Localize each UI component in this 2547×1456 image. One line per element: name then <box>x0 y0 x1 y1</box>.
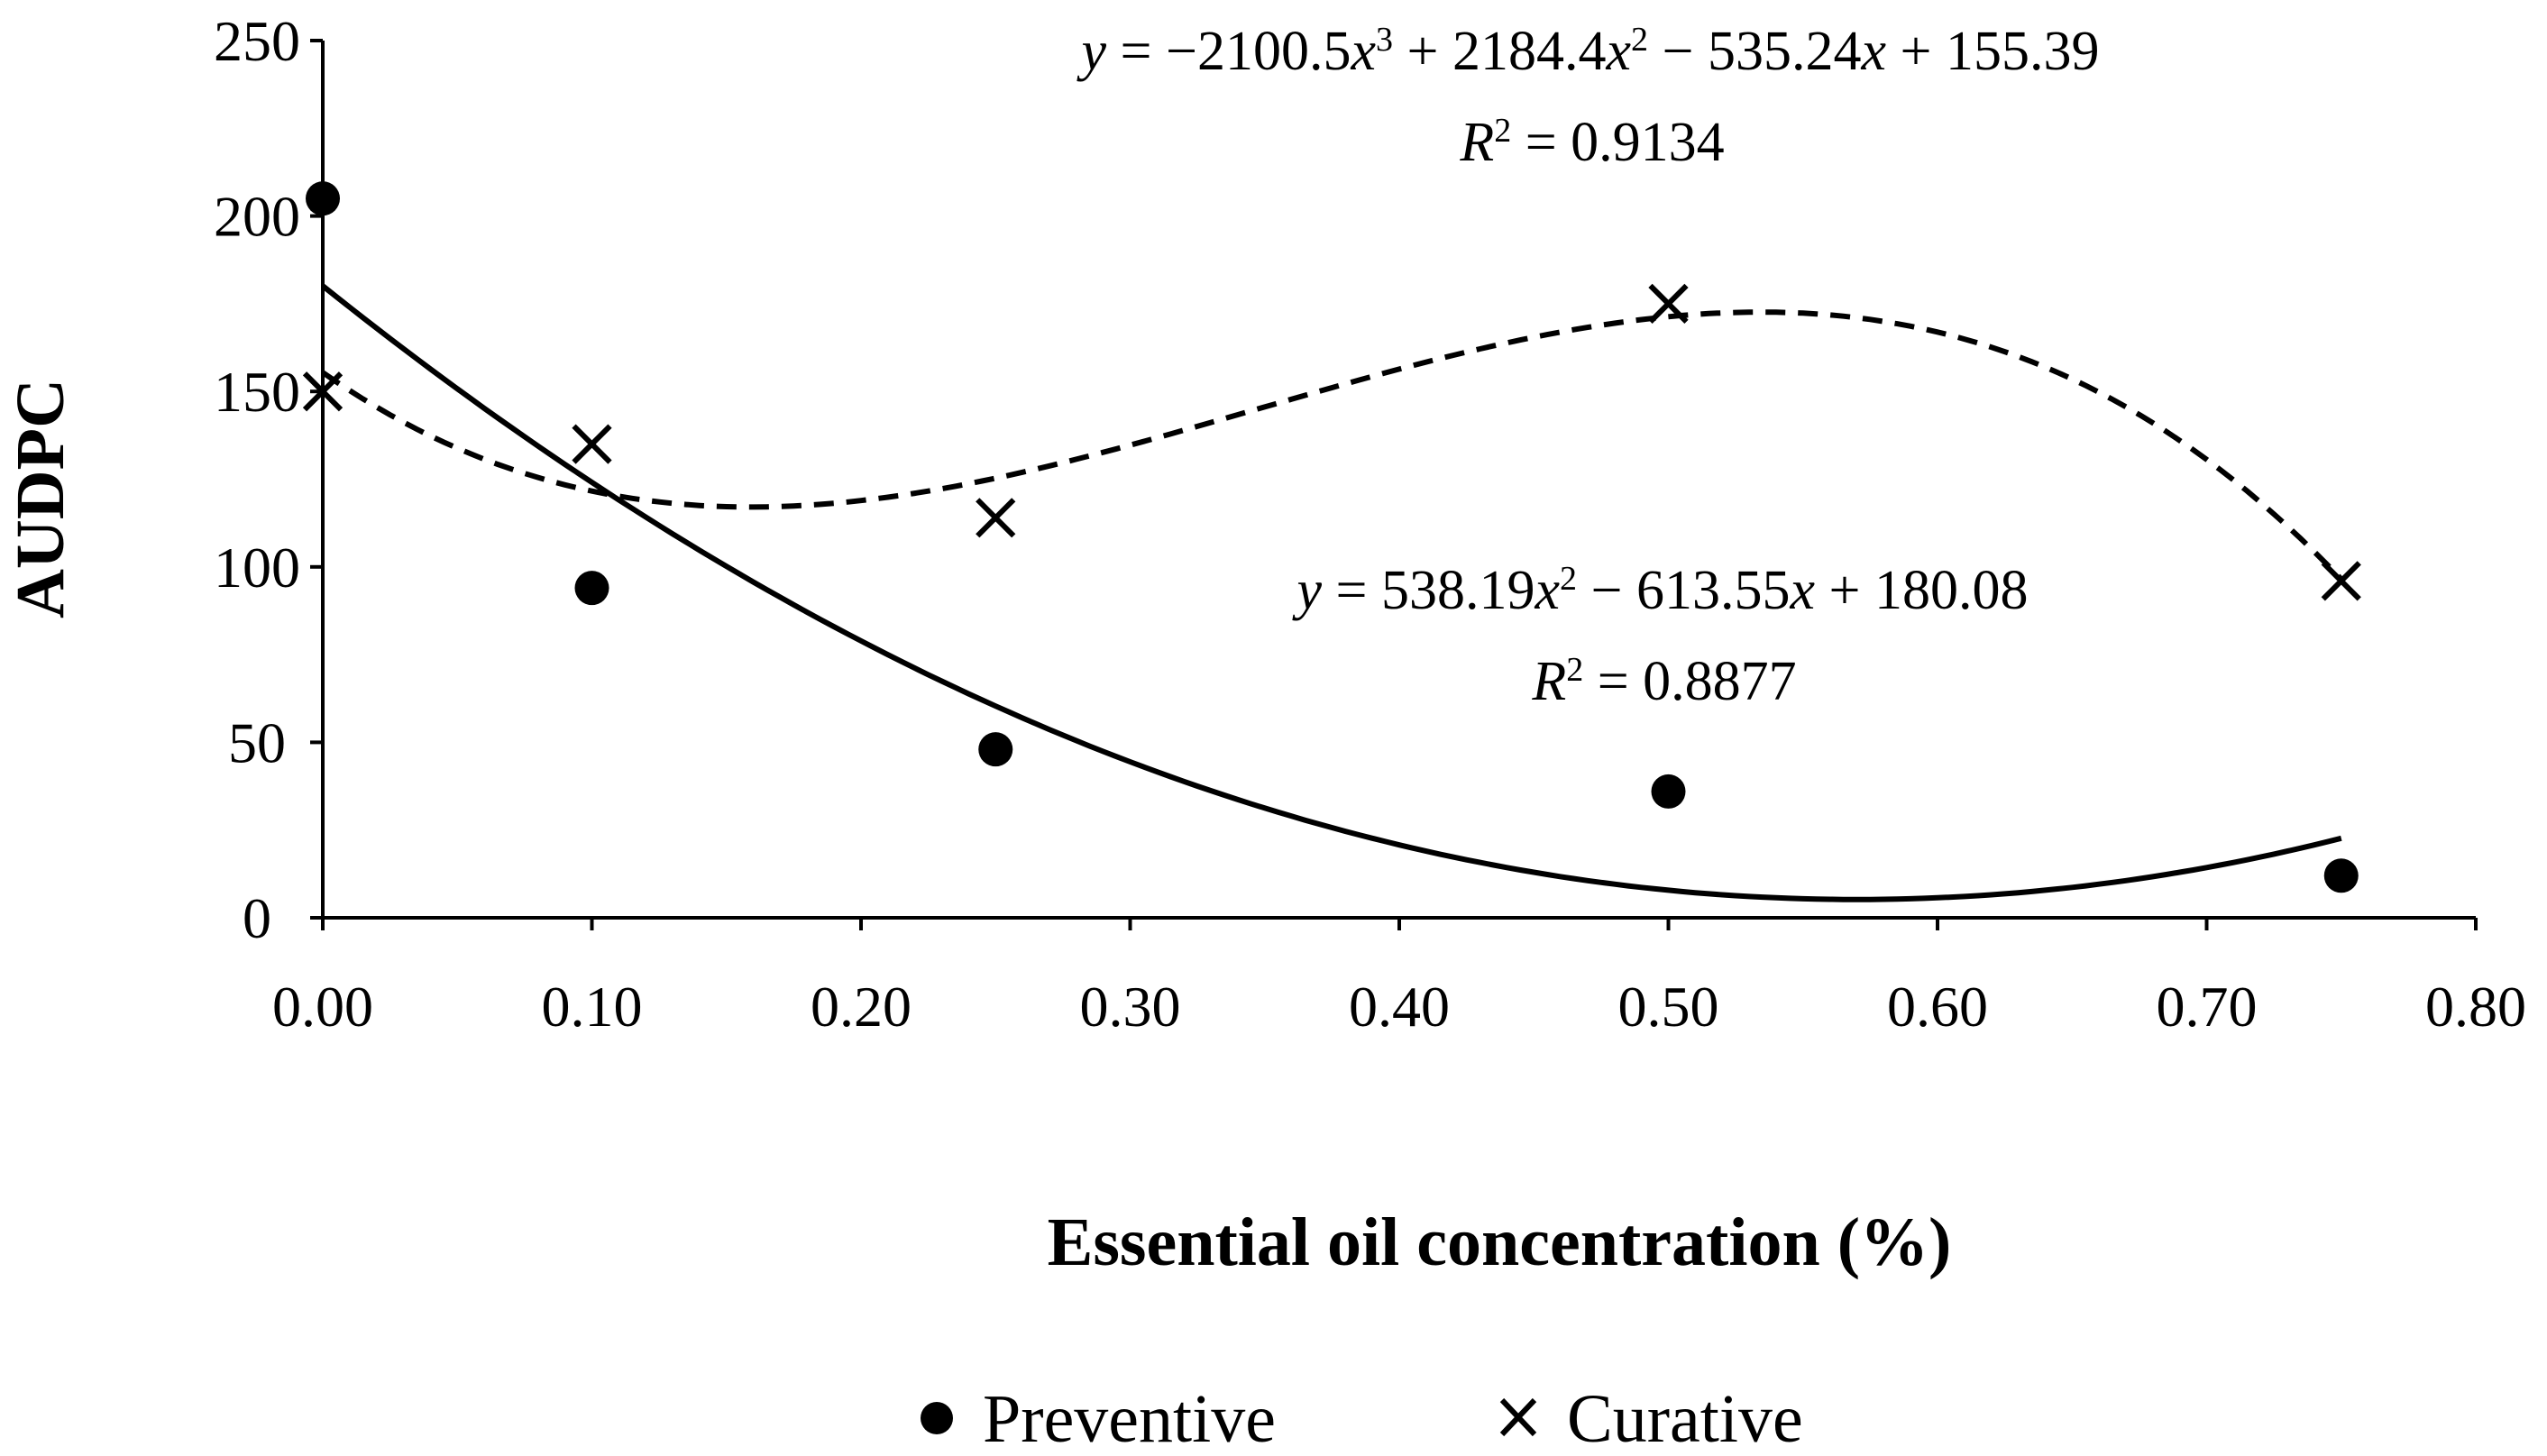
curative-point <box>976 498 1016 538</box>
legend-marker-curative <box>1499 1397 1537 1437</box>
preventive-point <box>2323 858 2359 893</box>
x-tick-label: 0.60 <box>1887 975 1988 1039</box>
preventive-trendline <box>321 283 2342 902</box>
legend-label-preventive: Preventive <box>983 1381 1276 1456</box>
y-tick-label: 100 <box>214 536 300 600</box>
curative-equation: y = −2100.5x3 + 2184.4x2 − 535.24x + 155… <box>1077 21 2100 82</box>
curative-point <box>572 424 612 464</box>
preventive-point <box>978 732 1013 767</box>
y-tick-label: 150 <box>214 360 300 424</box>
preventive-point <box>306 181 340 216</box>
preventive-equation: y = 538.19x2 − 613.55x + 180.08 <box>1292 560 2029 621</box>
x-tick-label: 0.10 <box>542 975 643 1039</box>
trendlines <box>321 283 2343 902</box>
x-axis-title: Essential oil concentration (%) <box>1048 1204 1952 1280</box>
y-tick-label: 50 <box>228 710 286 774</box>
x-tick-label: 0.00 <box>272 975 373 1039</box>
legend-label-curative: Curative <box>1567 1381 1803 1456</box>
preventive-equation-annotation: y = 538.19x2 − 613.55x + 180.08 R2 = 0.8… <box>1292 560 2029 712</box>
curative-point <box>2321 561 2361 601</box>
legend: Preventive Curative <box>921 1381 1803 1456</box>
x-tick-label: 0.40 <box>1349 975 1450 1039</box>
y-tick-label: 0 <box>243 886 271 950</box>
curative-r-squared: R2 = 0.9134 <box>1459 112 1724 173</box>
curative-trendline <box>321 309 2343 581</box>
curative-equation-annotation: y = −2100.5x3 + 2184.4x2 − 535.24x + 155… <box>1077 21 2100 173</box>
preventive-point <box>574 571 609 606</box>
x-tick-label: 0.20 <box>811 975 912 1039</box>
y-axis-title: AUDPC <box>3 379 78 618</box>
y-tick-label: 200 <box>214 185 300 249</box>
x-tick-label: 0.70 <box>2157 975 2258 1039</box>
curative-point <box>1648 283 1689 325</box>
curative-point <box>302 371 344 412</box>
points <box>302 181 2361 893</box>
x-tick-label: 0.50 <box>1618 975 1719 1039</box>
preventive-point <box>1651 774 1686 809</box>
legend-marker-preventive <box>921 1402 953 1434</box>
preventive-r-squared: R2 = 0.8877 <box>1531 651 1796 712</box>
x-tick-label: 0.30 <box>1080 975 1181 1039</box>
ticks: 0 50 100 150 200 250 0.00 0.10 0.20 0.30 0.40 0.50 0… <box>214 9 2526 1039</box>
y-tick-label: 250 <box>214 9 300 73</box>
x-tick-label: 0.80 <box>2425 975 2526 1039</box>
